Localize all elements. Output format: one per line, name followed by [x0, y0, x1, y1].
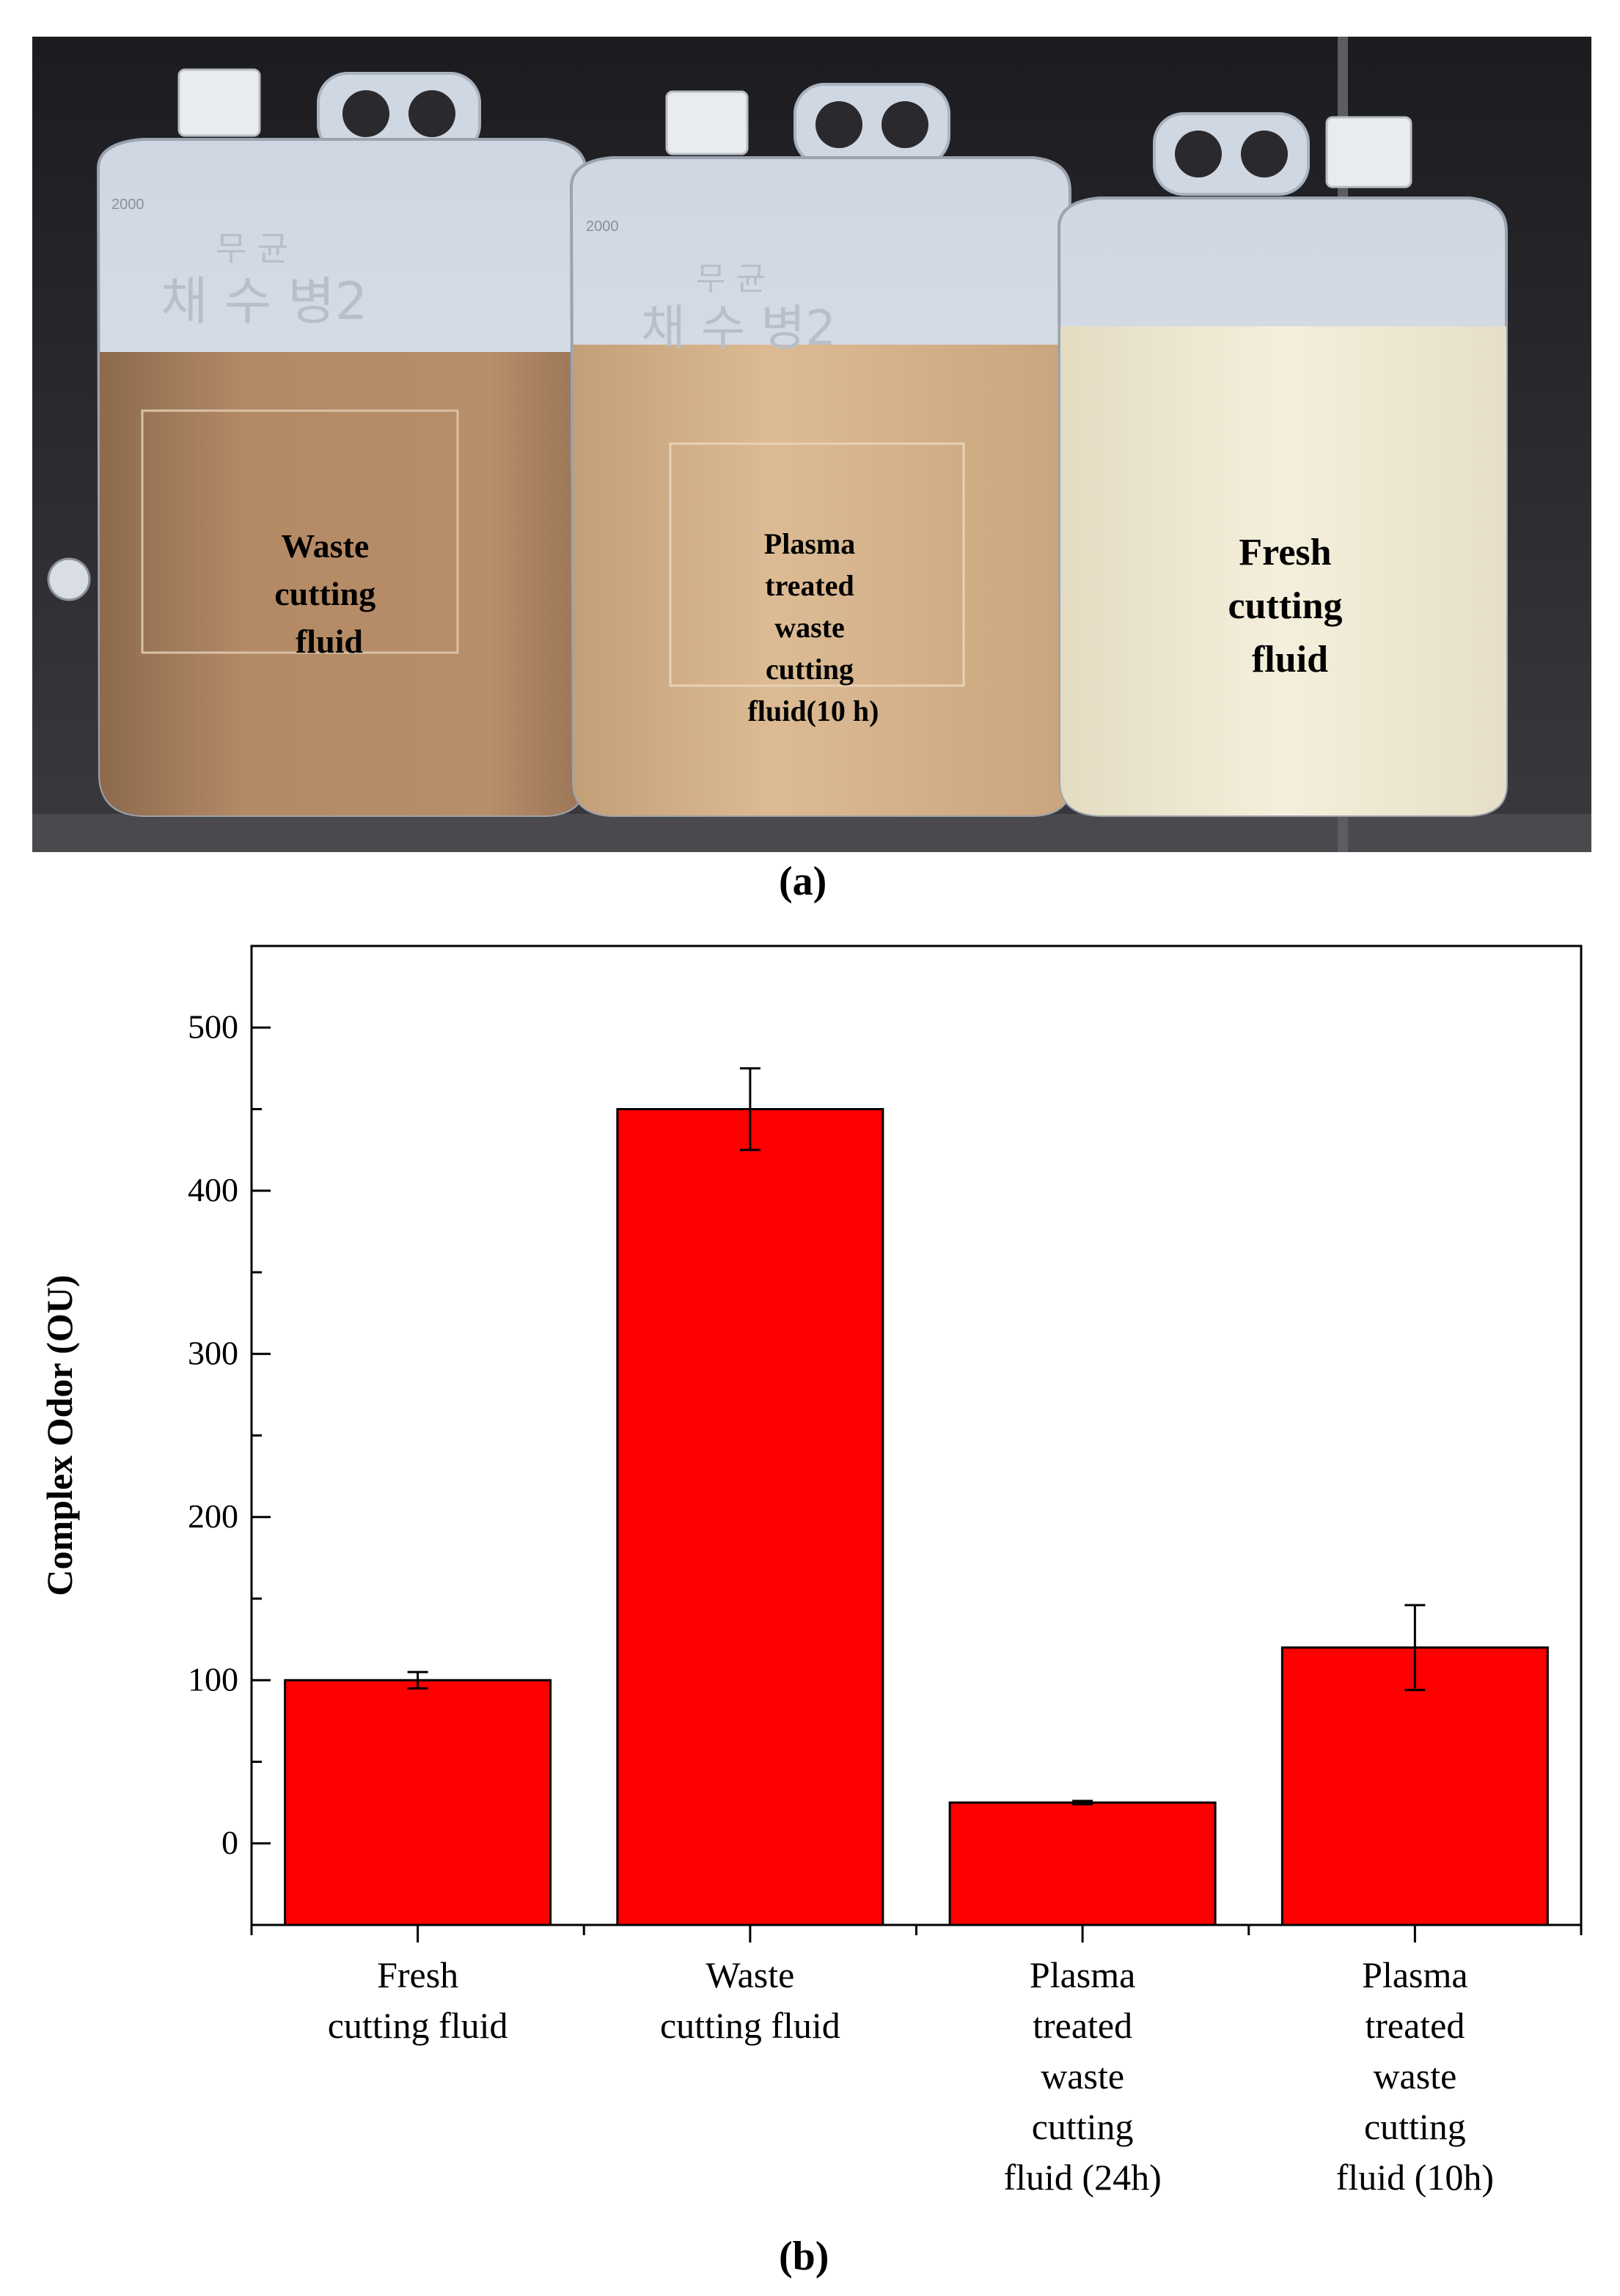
svg-text:2000: 2000 — [586, 219, 619, 235]
jug-plasma-label-box — [669, 442, 965, 687]
panel-label-b: (b) — [779, 2234, 829, 2279]
jug-waste-label-box — [141, 409, 459, 654]
svg-text:채 수 병2: 채 수 병2 — [161, 271, 367, 331]
shelf-edge — [32, 814, 1591, 852]
photo-label-fresh: Fresh cutting fluid — [1228, 532, 1352, 681]
y-tick-label: 0 — [221, 1824, 238, 1861]
bar-2 — [616, 1108, 884, 1926]
jug-plasma: 2000 무 균 채 수 병2 Plasma treated waste cut… — [569, 83, 1071, 817]
x-tick-label-1: Fresh cutting fluid — [328, 1954, 508, 2046]
odor-bar-chart: 0 100 200 300 400 500 Complex Odor (OU) Fresh cu… — [39, 945, 1583, 2198]
photo-label-waste: Waste cutting fluid — [274, 527, 384, 660]
y-tick-label: 200 — [188, 1497, 238, 1535]
svg-text:무 균: 무 균 — [216, 229, 288, 268]
photo-panel: 2000 무 균 채 수 병2 Waste cutting fluid 2000… — [32, 37, 1591, 852]
jug-plasma-cap — [665, 90, 749, 155]
y-tick-label: 300 — [188, 1334, 238, 1371]
jug-fresh: Fresh cutting fluid — [1057, 112, 1508, 817]
svg-text:무 균: 무 균 — [696, 260, 766, 298]
svg-text:채 수 병2: 채 수 병2 — [641, 300, 836, 356]
jug-fresh-cap — [1325, 116, 1412, 188]
y-tick-label: 400 — [188, 1171, 238, 1208]
bar-3 — [948, 1801, 1217, 1926]
jug-waste: 2000 무 균 채 수 병2 Waste cutting fluid — [47, 68, 587, 817]
y-tick-label: 100 — [188, 1660, 238, 1698]
x-tick-label-2: Waste cutting fluid — [660, 1954, 840, 2046]
y-tick-label: 500 — [188, 1008, 238, 1045]
svg-text:2000: 2000 — [111, 197, 144, 213]
x-tick-label-4: Plasma treated waste cutting fluid (10h) — [1336, 1954, 1494, 2198]
y-axis-label: Complex Odor (OU) — [39, 1275, 80, 1596]
bar-1 — [284, 1679, 552, 1926]
jug-waste-cap — [177, 68, 261, 137]
photo-label-plasma: Plasma treated waste cutting fluid(10 h) — [748, 527, 879, 727]
panel-label-a: (a) — [779, 859, 827, 904]
x-tick-label-3: Plasma treated waste cutting fluid (24h) — [1004, 1954, 1162, 2198]
bar-4 — [1280, 1646, 1549, 1926]
